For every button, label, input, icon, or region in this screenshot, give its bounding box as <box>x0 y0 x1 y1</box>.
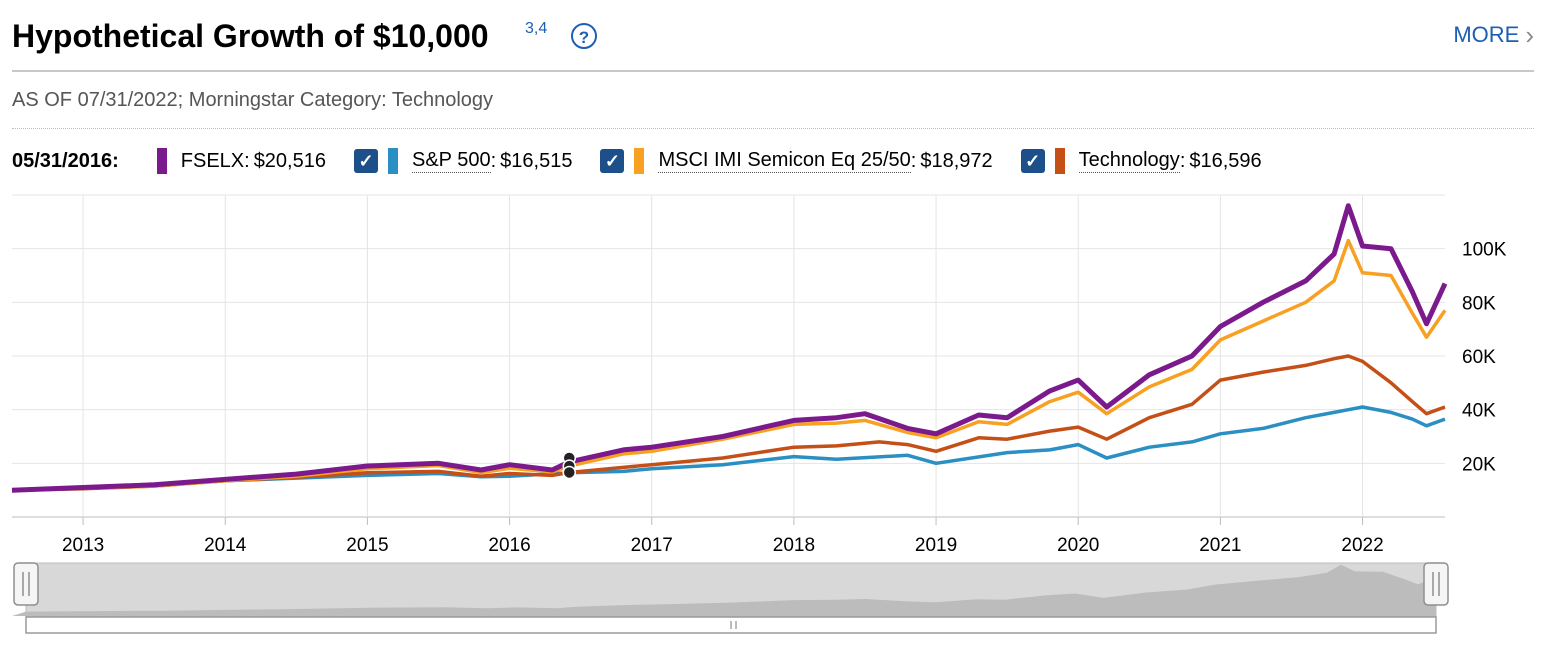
divider <box>12 128 1534 129</box>
range-navigator <box>12 562 1449 634</box>
series-line-s-p-500 <box>11 405 1446 492</box>
series-lines <box>11 203 1448 493</box>
y-tick-label: 80K <box>1462 293 1496 314</box>
footnote-link[interactable]: 3,4 <box>525 20 548 37</box>
header: Hypothetical Growth of $10,000 3,4 ? MOR… <box>12 10 1534 72</box>
legend-label[interactable]: MSCI IMI Semicon Eq 25/50 <box>658 149 911 173</box>
legend-value: $18,972 <box>920 149 993 172</box>
checkbox-checked-icon[interactable]: ✓ <box>600 149 625 173</box>
marker-point <box>562 465 577 480</box>
more-link[interactable]: MORE › <box>1453 22 1534 48</box>
x-tick-label: 2018 <box>773 535 815 556</box>
legend-item-sp500[interactable]: ✓ S&P 500: $16,515 <box>353 148 573 174</box>
legend-label[interactable]: Technology <box>1078 149 1180 173</box>
legend-date: 05/31/2016: <box>12 149 119 172</box>
legend-label[interactable]: S&P 500 <box>411 149 491 173</box>
x-tick-label: 2016 <box>488 535 530 556</box>
y-tick-label: 20K <box>1462 454 1496 475</box>
legend-swatch <box>387 148 398 174</box>
legend-label: FSELX <box>180 149 245 172</box>
as-of-text: AS OF 07/31/2022; Morningstar Category: … <box>12 89 494 111</box>
y-tick-label: 60K <box>1462 347 1496 368</box>
y-tick-label: 40K <box>1462 401 1496 422</box>
legend-swatch <box>1054 148 1065 174</box>
help-icon[interactable]: ? <box>571 23 597 49</box>
x-tick-label: 2021 <box>1199 535 1241 556</box>
more-label[interactable]: MORE <box>1453 22 1520 47</box>
legend-item-fselx: FSELX: $20,516 <box>156 148 326 174</box>
x-tick-label: 2020 <box>1057 535 1099 556</box>
x-axis-labels: 2013 2014 2015 2016 2017 2018 2019 2020 2021 2022 <box>62 535 1384 556</box>
chevron-right-icon[interactable]: › <box>1525 20 1534 50</box>
checkbox-checked-icon[interactable]: ✓ <box>353 149 378 173</box>
y-tick-label: 100K <box>1462 240 1507 261</box>
series-line-fselx <box>11 203 1448 493</box>
x-tick-label: 2014 <box>204 535 247 556</box>
legend-value: $16,515 <box>500 149 573 172</box>
x-tick-label: 2015 <box>346 535 388 556</box>
navigator-handle-right[interactable] <box>1423 562 1449 606</box>
date-marker <box>562 451 577 480</box>
series-line-technology <box>11 354 1446 492</box>
legend: 05/31/2016: FSELX: $20,516 ✓ S&P 500: $1… <box>12 145 1290 177</box>
legend-value: $16,596 <box>1189 149 1262 172</box>
legend-value: $20,516 <box>253 149 326 172</box>
navigator-series <box>12 564 1436 616</box>
x-tick-label: 2013 <box>62 535 104 556</box>
y-axis-labels: 20K 40K 60K 80K 100K <box>1462 240 1507 476</box>
x-tick-label: 2017 <box>631 535 673 556</box>
grid-lines <box>12 194 1445 525</box>
legend-item-technology[interactable]: ✓ Technology: $16,596 <box>1020 148 1262 174</box>
legend-swatch <box>634 148 645 174</box>
x-tick-label: 2022 <box>1341 535 1383 556</box>
legend-swatch <box>156 148 167 174</box>
page-title: Hypothetical Growth of $10,000 <box>12 18 489 54</box>
series-line-msci-imi-semicon-eq-25-50 <box>11 238 1447 492</box>
navigator-handle-left[interactable] <box>13 562 39 606</box>
checkbox-checked-icon[interactable]: ✓ <box>1020 149 1045 173</box>
legend-item-msci[interactable]: ✓ MSCI IMI Semicon Eq 25/50: $18,972 <box>600 148 993 174</box>
x-tick-label: 2019 <box>915 535 957 556</box>
